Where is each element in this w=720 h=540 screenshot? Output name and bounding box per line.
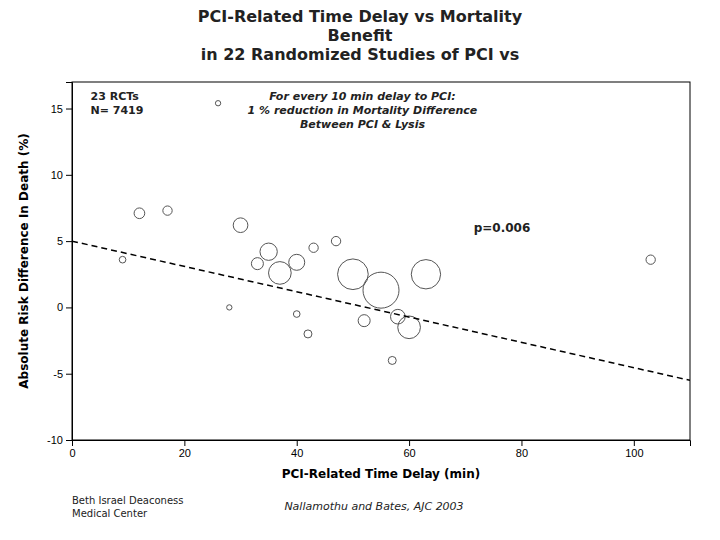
tick-label: 15 [51, 103, 63, 115]
tick: 60 [403, 440, 415, 459]
bubble [251, 258, 263, 270]
bubble [260, 243, 277, 260]
bubble [289, 254, 305, 270]
bubble [363, 272, 399, 308]
bubble [119, 256, 126, 263]
annotation: For every 10 min delay to PCI:1 % reduct… [248, 90, 478, 131]
bubble [293, 311, 300, 318]
tick-mark [297, 440, 298, 446]
bubble [134, 208, 145, 219]
tick-label: -5 [53, 368, 63, 380]
tick-label: 40 [291, 447, 303, 459]
tick: 15 [51, 103, 72, 115]
tick-label: 0 [69, 447, 75, 459]
tick-mark [521, 440, 522, 446]
x-axis: 0 20 40 60 80 100 [69, 440, 690, 459]
tick-mark [66, 440, 72, 441]
plot-marks [72, 101, 690, 381]
annotation: 23 RCTsN= 7419 [91, 90, 144, 117]
tick-label: 20 [179, 447, 191, 459]
p-value: p=0.006 [474, 221, 531, 235]
tick: -5 [53, 368, 72, 380]
axis-line [66, 83, 73, 441]
y-axis: -10 -5 0 5 10 15 [47, 83, 72, 447]
tick-mark [66, 109, 72, 110]
tick-mark [184, 440, 185, 446]
footer: Beth Israel DeaconessMedical Center [72, 495, 183, 519]
bubble [304, 330, 312, 338]
tick-label: 5 [57, 235, 63, 247]
tick-label: 100 [625, 447, 643, 459]
bubble [233, 218, 248, 233]
bubble [215, 101, 220, 106]
plot-frame [72, 82, 690, 440]
y-axis-label: Absolute Risk Difference In Death (%) [17, 133, 31, 388]
tick: 10 [51, 169, 72, 181]
bubble [411, 260, 440, 289]
bubble [331, 236, 340, 245]
tick: 80 [516, 440, 528, 459]
bubble [269, 262, 292, 285]
bubble [163, 206, 172, 215]
bubble [391, 309, 406, 324]
tick-mark [634, 440, 635, 446]
tick-mark [66, 175, 72, 176]
tick-mark [66, 307, 72, 308]
bubble [358, 315, 370, 327]
tick: -10 [47, 434, 72, 446]
tick-label: -10 [47, 434, 63, 446]
tick: 5 [57, 235, 72, 247]
title: PCI-Related Time Delay vs MortalityBenef… [198, 7, 523, 64]
chart: PCI-Related Time Delay vs MortalityBenef… [0, 0, 720, 540]
tick: 20 [179, 440, 191, 459]
bubble [388, 356, 396, 364]
trend-line [72, 241, 690, 380]
tick-mark [409, 440, 410, 446]
tick-mark [66, 374, 72, 375]
bubble [309, 243, 318, 252]
tick-mark [66, 241, 72, 242]
tick-label: 60 [403, 447, 415, 459]
tick: 100 [625, 440, 643, 459]
bubble [227, 305, 232, 310]
tick-label: 80 [516, 447, 528, 459]
tick-label: 10 [51, 169, 63, 181]
tick: 0 [69, 440, 75, 459]
footer: Nallamothu and Bates, AJC 2003 [284, 500, 463, 513]
tick: 40 [291, 440, 303, 459]
x-axis-label: PCI-Related Time Delay (min) [282, 467, 480, 481]
bubble [646, 255, 655, 264]
axis-line [73, 441, 691, 447]
tick: 0 [57, 301, 72, 313]
tick-label: 0 [57, 301, 63, 313]
